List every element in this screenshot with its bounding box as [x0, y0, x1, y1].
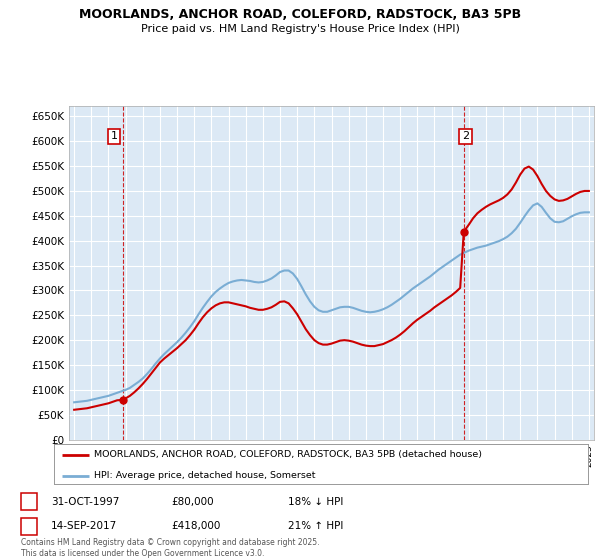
- Text: £418,000: £418,000: [171, 521, 220, 531]
- Text: 1: 1: [25, 497, 32, 507]
- Text: 1: 1: [110, 132, 118, 141]
- Text: 2: 2: [25, 521, 32, 531]
- Text: Contains HM Land Registry data © Crown copyright and database right 2025.
This d: Contains HM Land Registry data © Crown c…: [21, 538, 320, 558]
- Text: 2: 2: [462, 132, 469, 141]
- Text: 18% ↓ HPI: 18% ↓ HPI: [288, 497, 343, 507]
- Text: 14-SEP-2017: 14-SEP-2017: [51, 521, 117, 531]
- Text: Price paid vs. HM Land Registry's House Price Index (HPI): Price paid vs. HM Land Registry's House …: [140, 24, 460, 34]
- Text: MOORLANDS, ANCHOR ROAD, COLEFORD, RADSTOCK, BA3 5PB (detached house): MOORLANDS, ANCHOR ROAD, COLEFORD, RADSTO…: [94, 450, 482, 459]
- Text: 21% ↑ HPI: 21% ↑ HPI: [288, 521, 343, 531]
- Text: HPI: Average price, detached house, Somerset: HPI: Average price, detached house, Some…: [94, 471, 316, 480]
- Text: 31-OCT-1997: 31-OCT-1997: [51, 497, 119, 507]
- Text: £80,000: £80,000: [171, 497, 214, 507]
- Text: MOORLANDS, ANCHOR ROAD, COLEFORD, RADSTOCK, BA3 5PB: MOORLANDS, ANCHOR ROAD, COLEFORD, RADSTO…: [79, 8, 521, 21]
